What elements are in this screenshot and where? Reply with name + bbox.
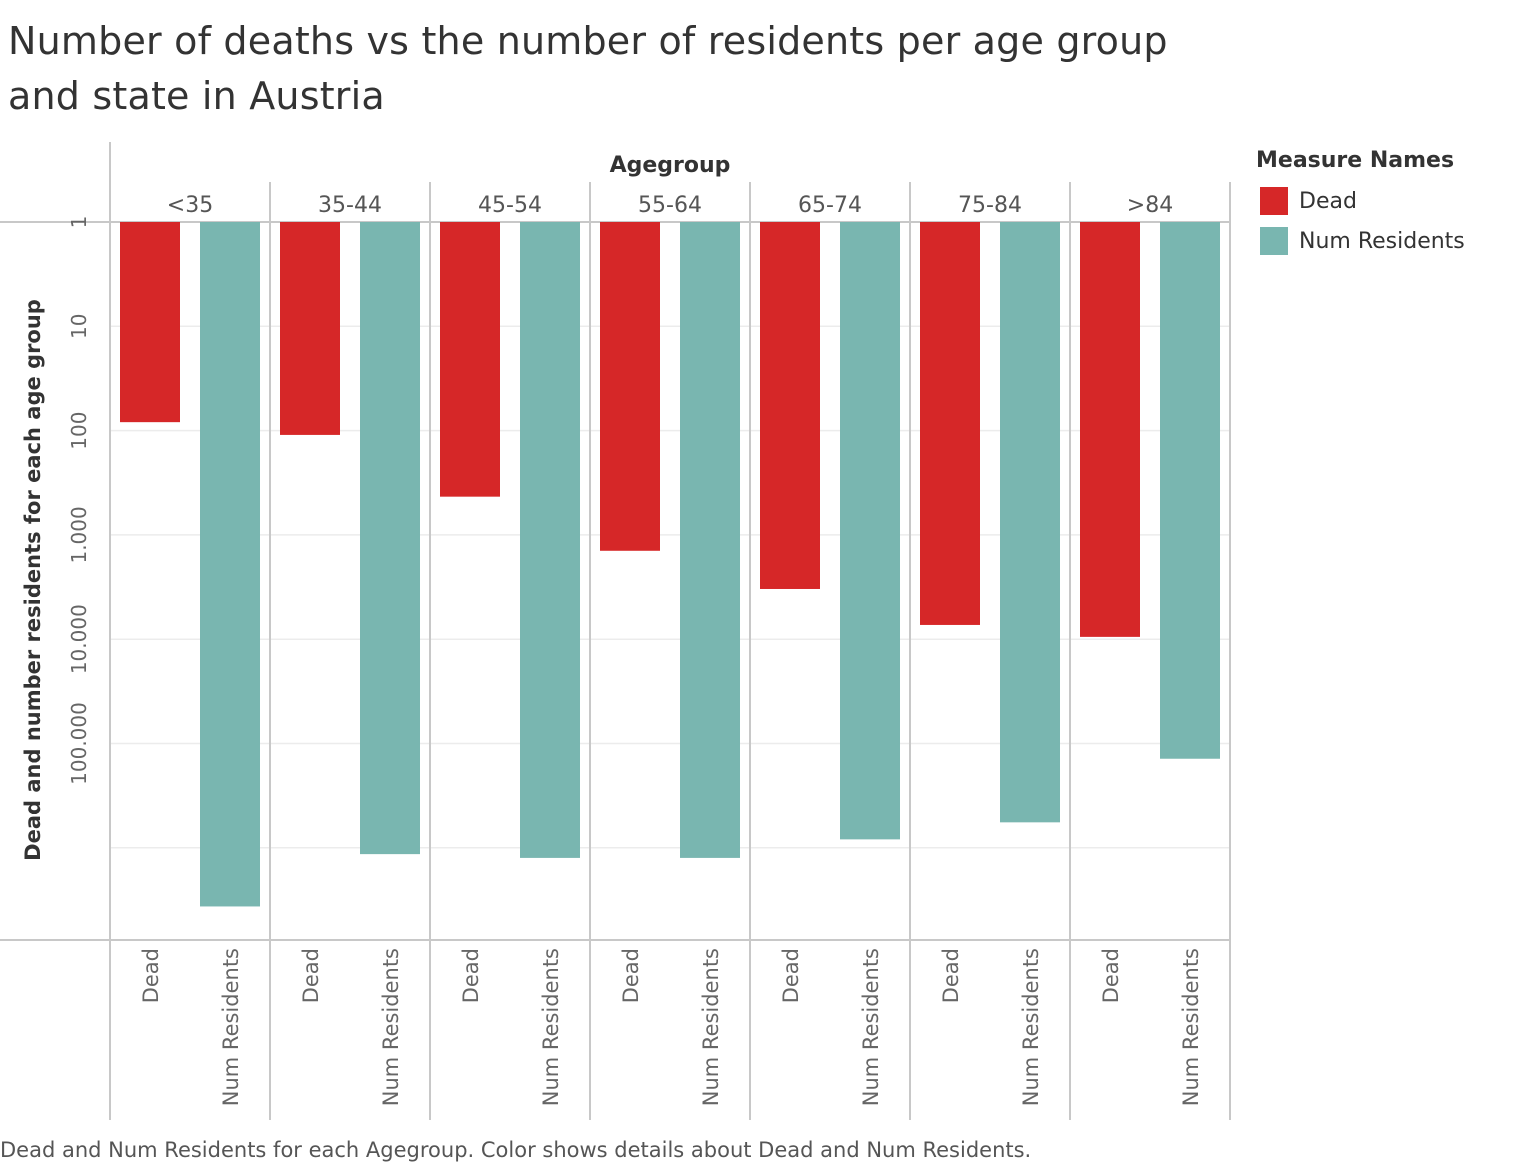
legend-item-dead[interactable]: Dead xyxy=(1256,181,1465,221)
category-label-45-54: 45-54 xyxy=(478,193,542,218)
y-tick-label: 100 xyxy=(67,412,91,450)
category-label-75-84: 75-84 xyxy=(958,193,1022,218)
bar-num-residents-gt84 xyxy=(1160,222,1220,759)
bars xyxy=(120,222,1220,907)
gridlines xyxy=(110,221,1230,849)
x-tick-label: Num Residents xyxy=(859,948,883,1106)
category-label-35-44: 35-44 xyxy=(318,193,382,218)
category-label-lt35: <35 xyxy=(167,193,213,218)
bar-num-residents-75-84 xyxy=(1000,222,1060,823)
x-tick-label: Num Residents xyxy=(219,948,243,1106)
legend: Measure Names Dead Num Residents xyxy=(1256,148,1465,261)
y-tick-label: 1.000 xyxy=(67,506,91,563)
legend-item-num-residents[interactable]: Num Residents xyxy=(1256,221,1465,261)
category-label-65-74: 65-74 xyxy=(798,193,862,218)
footer-caption: Dead and Num Residents for each Agegroup… xyxy=(0,1138,1032,1162)
x-tick-label: Dead xyxy=(939,948,963,1003)
x-tick-label: Num Residents xyxy=(699,948,723,1106)
bar-dead-gt84 xyxy=(1080,222,1140,637)
y-tick-label: 10 xyxy=(67,314,91,339)
y-tick-label: 100.000 xyxy=(67,702,91,785)
bar-dead-35-44 xyxy=(280,222,340,435)
bar-num-residents-lt35 xyxy=(200,222,260,907)
bar-num-residents-35-44 xyxy=(360,222,420,855)
bar-num-residents-65-74 xyxy=(840,222,900,840)
category-label-55-64: 55-64 xyxy=(638,193,702,218)
x-tick-label: Dead xyxy=(299,948,323,1003)
bar-dead-45-54 xyxy=(440,222,500,497)
x-tick-label: Num Residents xyxy=(1179,948,1203,1106)
labels: Agegroup Dead and number residents for ea… xyxy=(21,153,1203,1106)
legend-swatch-dead xyxy=(1260,187,1288,215)
bar-dead-55-64 xyxy=(600,222,660,551)
column-header: Agegroup xyxy=(610,153,731,178)
chart-title: Number of deaths vs the number of reside… xyxy=(8,19,1168,118)
x-tick-label: Num Residents xyxy=(379,948,403,1106)
legend-title: Measure Names xyxy=(1256,148,1455,173)
legend-label-num-residents: Num Residents xyxy=(1299,228,1465,254)
category-label-gt84: >84 xyxy=(1127,193,1173,218)
bar-num-residents-45-54 xyxy=(520,222,580,858)
bar-dead-75-84 xyxy=(920,222,980,625)
y-tick-label: 10.000 xyxy=(67,604,91,674)
x-tick-label: Dead xyxy=(459,948,483,1003)
y-tick-label: 1 xyxy=(67,216,91,229)
x-tick-label: Dead xyxy=(779,948,803,1003)
bar-dead-lt35 xyxy=(120,222,180,423)
legend-swatch-num-residents xyxy=(1260,227,1288,255)
bar-dead-65-74 xyxy=(760,222,820,589)
bar-num-residents-55-64 xyxy=(680,222,740,858)
x-tick-label: Dead xyxy=(139,948,163,1003)
x-tick-label: Dead xyxy=(619,948,643,1003)
x-tick-label: Num Residents xyxy=(539,948,563,1106)
legend-label-dead: Dead xyxy=(1299,188,1357,214)
panel-frame xyxy=(0,142,1231,1120)
x-tick-label: Dead xyxy=(1099,948,1123,1003)
y-axis-title: Dead and number residents for each age g… xyxy=(21,299,45,861)
x-tick-label: Num Residents xyxy=(1019,948,1043,1106)
